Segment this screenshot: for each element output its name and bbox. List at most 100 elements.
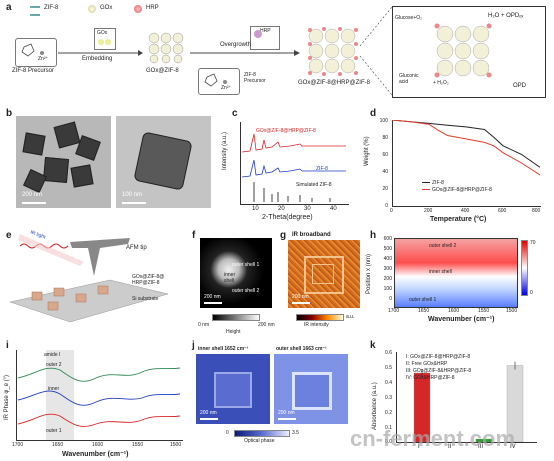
overgrowth-label: Overgrowth: [220, 42, 252, 48]
tga-line-0: [392, 120, 540, 168]
panel-label-d: d: [370, 108, 377, 119]
k-ytick: 0.2: [385, 410, 392, 416]
panel-label-k: k: [370, 340, 376, 351]
cube: [22, 132, 46, 156]
f-cb-title: Height: [226, 329, 241, 335]
ir-spectral-map: outer shell 2 inner shell outer shell 1: [394, 238, 518, 308]
f-cb-max: 200 nm: [258, 322, 275, 328]
legend-zif8: ZIF-8: [44, 5, 59, 11]
h-xtick: 1600: [448, 308, 460, 314]
panel-label-h: h: [370, 230, 377, 241]
particles: [31, 285, 109, 311]
gox-box-label: GOx: [97, 30, 108, 36]
gox-zif8-cluster: [148, 32, 184, 64]
d-xtick: 400: [461, 208, 470, 214]
h-ytick: 600: [383, 236, 392, 242]
panel-label-a: a: [6, 2, 12, 13]
amide-band: [46, 350, 74, 440]
d-xtick: 0: [390, 208, 393, 214]
zif8-precursor-box-2: Zn²⁺: [198, 68, 240, 95]
i-xtick: 1600: [92, 442, 104, 448]
i-xtick: 1650: [52, 442, 64, 448]
zoom-lines: [360, 6, 393, 96]
substrate-label: Si substrate: [132, 296, 159, 302]
k-xtick: II: [448, 444, 452, 450]
bar-III: [475, 438, 493, 442]
afm-tip-shape: [70, 238, 130, 276]
h-ytick: 300: [383, 266, 392, 272]
k-bar-plot: [413, 361, 524, 442]
d-yticks: 100 80 60 40 20 0: [374, 118, 388, 210]
k-ytick: 0.3: [385, 395, 392, 401]
legend-line-zif8: [422, 182, 430, 183]
panel-label-j: j: [192, 340, 195, 351]
gox-box: GOx: [94, 28, 116, 50]
imidazole-icon: [21, 43, 44, 57]
g-cb-max: a.u.: [346, 314, 355, 320]
c-xtick: 40: [330, 206, 337, 212]
c-ylabel: Intensity (a.u.): [222, 131, 228, 170]
xrd-line-gox: [241, 133, 346, 153]
j-colorbar: [234, 430, 290, 437]
d-ytick: 40: [382, 169, 388, 175]
panel-label-f: f: [192, 230, 196, 241]
h-xtick: 1650: [418, 308, 430, 314]
legend-hrp: HRP: [146, 5, 159, 11]
tga-axes: [392, 120, 541, 207]
i-inner: inner: [48, 386, 60, 392]
embedding-label: Embedding: [82, 56, 113, 62]
watermark: cn-ferment.com: [350, 426, 516, 451]
i-line-outer1: [17, 413, 181, 427]
cube: [53, 121, 81, 149]
d-ylabel: Weight (%): [364, 136, 370, 166]
h-ytick: 0: [389, 296, 392, 302]
ir-broadband-map: 200 nm: [288, 240, 360, 308]
h-xtick: 1700: [388, 308, 400, 314]
i-ylabel: IR Phase φ_e (°): [4, 375, 10, 420]
ir-square-outer: [304, 256, 344, 294]
i-spectra: [17, 367, 181, 427]
ir-cone: [18, 234, 84, 266]
optical-phase-inner: 200 nm: [196, 354, 270, 424]
scale-bar: [204, 302, 222, 304]
d-xtick: 600: [498, 208, 507, 214]
k-ytick: 0.6: [385, 350, 392, 356]
zif8-precursor-label: ZIF-8 Precursor: [12, 68, 55, 74]
hrp-legend-icon: [134, 5, 142, 13]
cube: [70, 164, 94, 188]
height-colorbar: [212, 314, 260, 321]
h2o-opd-label: H₂O + OPDₒₓ: [488, 13, 524, 19]
panel-label-b: b: [6, 108, 13, 119]
j-title2: outer shell 1663 cm⁻¹: [276, 346, 327, 352]
gox-zif8-hrp-cluster: [308, 27, 358, 76]
j-cb-min: 0: [226, 430, 229, 436]
h-ytick: 400: [383, 256, 392, 262]
i-xtick: 1700: [12, 442, 24, 448]
c-xlabel: 2-Theta(degree): [262, 214, 313, 221]
d-ytick: 20: [382, 186, 388, 192]
j-cb-max: 3.5: [292, 430, 299, 436]
afm-ir-schematic: [10, 234, 169, 323]
f-cb-min: 0 nm: [198, 322, 210, 328]
k-xtick: I: [418, 444, 420, 450]
overgrowth-arrow: [190, 50, 300, 56]
f-scale: 200 nm: [204, 294, 221, 300]
h-cb-max: 70: [530, 240, 536, 246]
d-ytick: 60: [382, 152, 388, 158]
tem-image-2: 100 nm: [116, 116, 211, 208]
optical-phase-outer: 200 nm: [274, 354, 348, 424]
k-xtick: III: [478, 444, 484, 450]
afm-tip-label: AFM tip: [126, 245, 147, 251]
height-map: outer shell 1 inner shell outer shell 2 …: [200, 238, 272, 308]
k-ytick: 0.1: [385, 425, 392, 431]
h-ytick: 500: [383, 246, 392, 252]
j-scale2: 200 nm: [278, 410, 295, 416]
zif8-precursor-label-2: ZIF-8 Precursor: [244, 72, 266, 84]
xrd-line-zif8: [241, 159, 346, 178]
xrd-plot: [241, 133, 346, 202]
h-yticks: 600 500 400 300 200 100 0: [378, 236, 392, 306]
cascade-grid: [434, 23, 492, 78]
tga-plot: [392, 120, 540, 176]
hrp-box-label: HRP: [260, 28, 271, 34]
gox-zif8-label: GOx@ZIF-8: [146, 68, 179, 74]
